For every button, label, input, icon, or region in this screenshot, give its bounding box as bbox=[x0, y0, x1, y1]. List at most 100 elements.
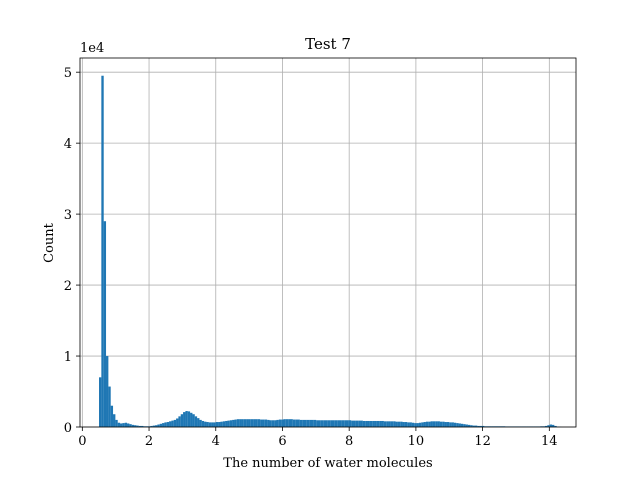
histogram-bar bbox=[138, 425, 142, 427]
histogram-bar bbox=[155, 425, 158, 427]
histogram-bar bbox=[551, 424, 555, 427]
histogram-bar bbox=[421, 422, 424, 427]
histogram-bar bbox=[544, 425, 548, 427]
histogram-bars bbox=[99, 75, 562, 427]
histogram-bar bbox=[341, 420, 345, 427]
histogram-bar bbox=[290, 419, 293, 427]
histogram-bar bbox=[304, 419, 307, 427]
histogram-bar bbox=[446, 422, 450, 427]
histogram-bar bbox=[232, 419, 235, 427]
y-tick-label: 3 bbox=[64, 208, 72, 223]
histogram-bar bbox=[204, 421, 207, 427]
y-tick-label: 5 bbox=[64, 66, 72, 81]
histogram-bar bbox=[369, 420, 373, 427]
histogram-bar bbox=[297, 419, 300, 427]
histogram-bar bbox=[295, 419, 298, 427]
histogram-bar bbox=[407, 422, 410, 427]
histogram-bar bbox=[313, 419, 317, 427]
histogram-bar bbox=[442, 421, 445, 427]
histogram-bar bbox=[376, 420, 380, 427]
histogram-bar bbox=[255, 419, 258, 427]
histogram-bar bbox=[190, 412, 193, 427]
histogram-bar bbox=[444, 422, 447, 427]
histogram-bar bbox=[432, 421, 436, 427]
histogram-bar bbox=[208, 422, 212, 427]
histogram-bar bbox=[283, 419, 286, 427]
histogram-bar bbox=[166, 422, 170, 427]
histogram-bar bbox=[267, 419, 270, 427]
histogram-bar bbox=[124, 422, 128, 427]
histogram-bar bbox=[374, 420, 377, 427]
histogram-bar bbox=[246, 419, 249, 427]
histogram-bar bbox=[372, 420, 375, 427]
histogram-bar bbox=[430, 421, 433, 427]
histogram-bar bbox=[236, 419, 240, 427]
y-tick-label: 1 bbox=[64, 350, 72, 365]
histogram-bar bbox=[404, 422, 408, 427]
histogram-bar bbox=[164, 422, 167, 427]
histogram-bar bbox=[323, 420, 326, 427]
histogram-bar bbox=[351, 420, 354, 427]
histogram-bar bbox=[456, 423, 459, 427]
y-axis-label: Count bbox=[42, 222, 57, 263]
histogram-bar bbox=[113, 414, 116, 427]
histogram-bar bbox=[215, 422, 219, 427]
histogram-bar bbox=[379, 420, 382, 427]
histogram-bar bbox=[211, 422, 214, 427]
histogram-bar bbox=[547, 425, 550, 427]
histogram-bar bbox=[173, 419, 177, 427]
histogram-bar bbox=[414, 423, 417, 427]
histogram-bar bbox=[309, 419, 312, 427]
x-tick-label: 12 bbox=[474, 434, 491, 449]
histogram-bar bbox=[344, 420, 347, 427]
histogram-bar bbox=[222, 421, 226, 427]
histogram-bar bbox=[218, 422, 221, 427]
histogram-bar bbox=[197, 418, 200, 427]
histogram-bar bbox=[465, 424, 468, 427]
histogram-bar bbox=[388, 421, 391, 427]
plot-frame bbox=[79, 57, 577, 428]
histogram-bar bbox=[271, 420, 275, 427]
histogram-bar bbox=[437, 421, 440, 427]
histogram-bar bbox=[108, 386, 111, 427]
histogram-bar bbox=[122, 423, 125, 427]
histogram-bar bbox=[549, 424, 553, 427]
x-tick-label: 14 bbox=[541, 434, 558, 449]
histogram-bar bbox=[365, 420, 368, 427]
histogram-bar bbox=[479, 425, 482, 427]
histogram-bar bbox=[227, 420, 230, 427]
histogram-bar bbox=[425, 421, 429, 427]
y-tick-label: 2 bbox=[64, 279, 72, 294]
histogram-bar bbox=[194, 416, 198, 427]
histogram-bar bbox=[393, 421, 396, 427]
histogram-bar bbox=[474, 425, 478, 427]
histogram-bar bbox=[159, 423, 163, 427]
y-tick-label: 4 bbox=[64, 137, 72, 152]
histogram-bar bbox=[199, 419, 202, 427]
histogram-bar bbox=[248, 419, 251, 427]
histogram-bar bbox=[141, 425, 144, 427]
x-tick-label: 2 bbox=[145, 434, 153, 449]
histogram-bar bbox=[257, 419, 261, 427]
histogram-bar bbox=[99, 377, 102, 427]
histogram-bar bbox=[178, 416, 181, 427]
histogram-bar bbox=[169, 421, 172, 427]
histogram-bar bbox=[131, 424, 135, 427]
histogram-bar bbox=[325, 420, 328, 427]
histogram-bar bbox=[243, 419, 247, 427]
histogram-bar bbox=[220, 421, 223, 427]
histogram-bar bbox=[206, 422, 209, 427]
histogram-bar bbox=[383, 421, 387, 427]
histogram-bar bbox=[241, 419, 244, 427]
histogram-bar bbox=[262, 419, 265, 427]
histogram-bar bbox=[239, 419, 242, 427]
histogram-bar bbox=[318, 420, 321, 427]
histogram-bar bbox=[157, 424, 160, 427]
histogram-bar bbox=[306, 419, 310, 427]
histogram-bar bbox=[180, 414, 184, 427]
histogram-bar bbox=[477, 425, 480, 427]
histogram-bar bbox=[281, 419, 284, 427]
histogram-bar bbox=[302, 419, 305, 427]
histogram-bar bbox=[381, 420, 384, 427]
histogram-bar bbox=[423, 422, 426, 427]
